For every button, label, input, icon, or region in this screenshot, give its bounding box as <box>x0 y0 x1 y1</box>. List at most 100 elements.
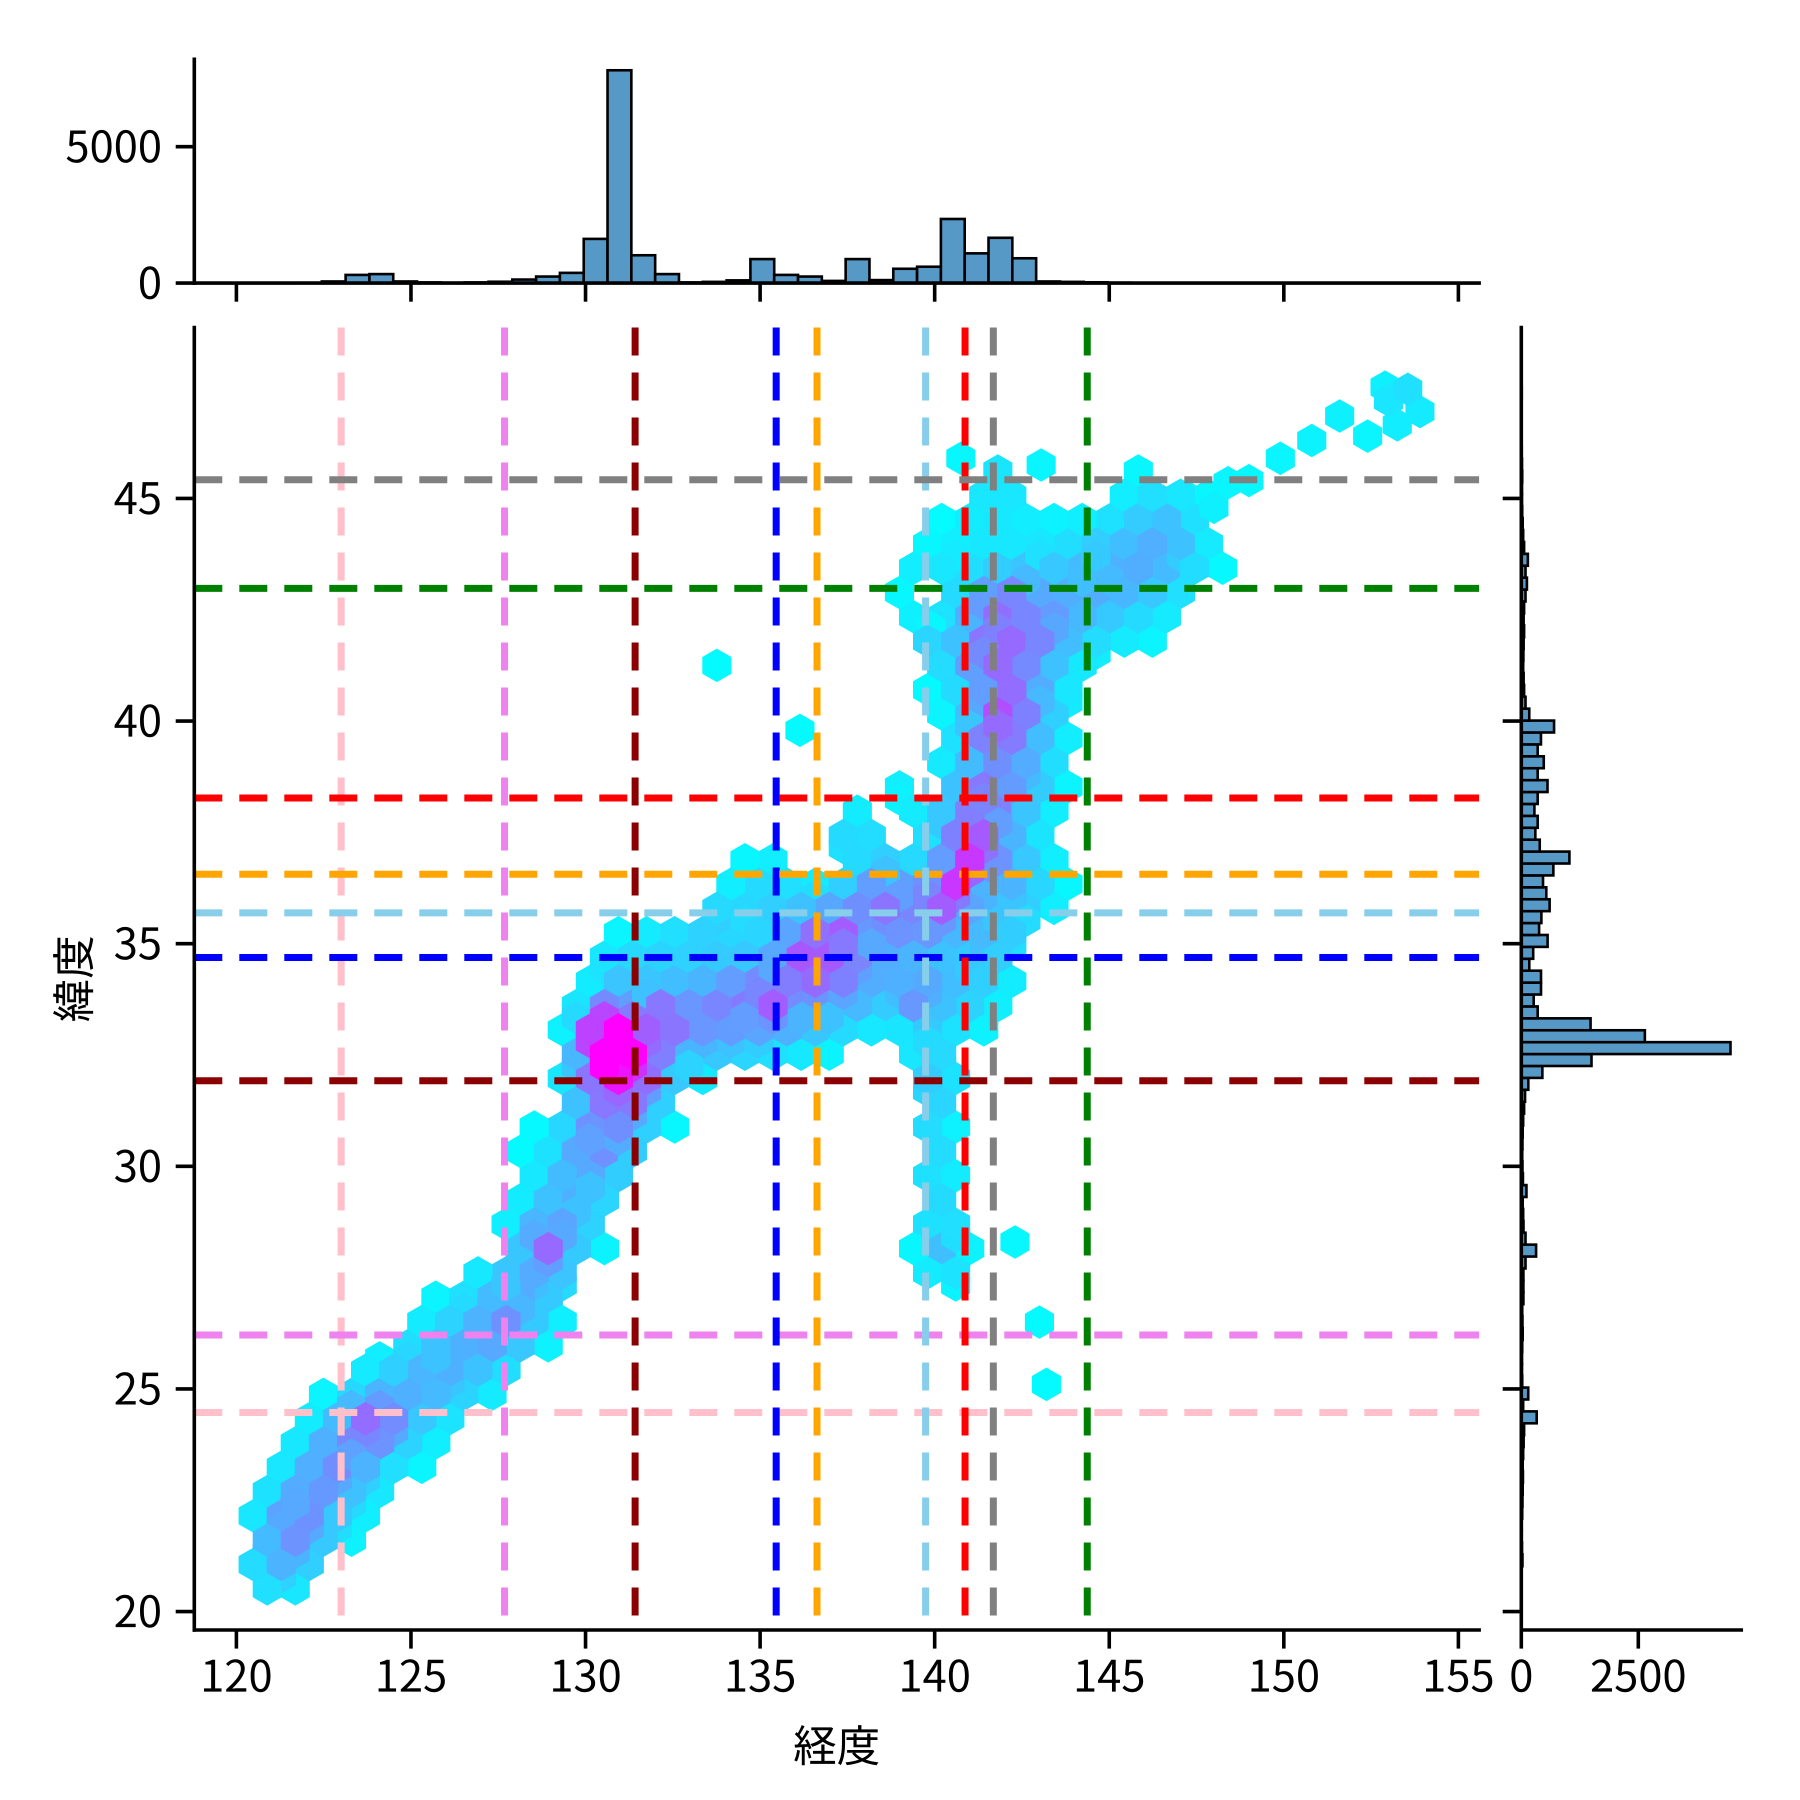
hex-marker <box>1325 399 1355 433</box>
y-tick-label-glyph <box>140 1594 160 1628</box>
right-hist-bar <box>1520 755 1546 770</box>
right-hist-bar <box>1520 1028 1647 1044</box>
x-tick-label-glyph <box>378 1659 397 1692</box>
right-hist-bar <box>1520 719 1556 734</box>
right-hist-bar <box>1520 969 1543 984</box>
right-hist-bar <box>1520 993 1536 1008</box>
y-tick-label <box>114 1149 160 1183</box>
x-tick-label-glyph <box>553 1659 571 1692</box>
right-hist-bar <box>1520 766 1539 782</box>
x-tick-label <box>204 1659 271 1693</box>
y-tick-label-glyph <box>139 927 160 960</box>
right-hist-bar <box>1520 1243 1538 1258</box>
x-tick-label <box>1076 1659 1144 1693</box>
hex-marker <box>716 964 746 999</box>
hex-marker <box>997 915 1027 950</box>
righthist-x-tick-label-glyph <box>1615 1659 1636 1693</box>
x-tick-label-glyph <box>204 1659 222 1692</box>
hex-marker <box>1382 408 1412 442</box>
x-axis-label-glyph <box>794 1725 836 1766</box>
x-tick-label-glyph <box>1122 1659 1144 1693</box>
right-hist-bar <box>1520 1064 1544 1080</box>
right-hist-bar <box>1520 1005 1539 1020</box>
top-hist-bar <box>606 68 633 285</box>
right-hist-bar <box>1520 778 1549 794</box>
top-hist-bar <box>749 257 776 285</box>
x-tick-label-glyph <box>749 1659 770 1693</box>
y-tick-label <box>114 926 160 960</box>
right-hist-bar <box>1520 802 1536 818</box>
x-tick-label-glyph <box>599 1659 620 1693</box>
right-hist-bar <box>1520 897 1551 913</box>
x-tick-label-glyph <box>574 1659 596 1693</box>
righthist-x-tick-label-glyph <box>1511 1659 1532 1693</box>
x-tick-label <box>727 1659 795 1693</box>
hex-marker <box>533 1231 563 1266</box>
x-tick-label <box>1251 1659 1318 1693</box>
x-tick-label-glyph <box>424 1659 445 1693</box>
y-tick-label-glyph <box>114 704 137 737</box>
top-hist-bar <box>987 236 1014 285</box>
hex-marker <box>946 441 976 476</box>
y-tick-label <box>114 482 160 515</box>
top-hist-bar <box>891 267 919 285</box>
hex-marker <box>1137 478 1167 513</box>
hex-marker <box>421 1341 451 1375</box>
hex-marker <box>1000 1225 1030 1259</box>
hex-marker <box>379 1353 409 1387</box>
x-axis-label <box>794 1725 879 1766</box>
y-axis-label <box>53 936 94 1022</box>
hex-marker <box>870 891 900 926</box>
y-tick-label-glyph <box>140 704 160 738</box>
reference-lines-layer <box>194 327 1480 1630</box>
right-hist-bar <box>1520 826 1537 841</box>
right-hist-bar <box>1520 790 1539 806</box>
hex-marker <box>1393 372 1423 407</box>
x-tick-label-glyph <box>226 1659 247 1692</box>
right-hist-bar <box>1520 814 1539 830</box>
hex-marker <box>1039 551 1069 585</box>
hex-marker <box>1199 490 1229 525</box>
x-tick-label-glyph <box>1471 1659 1493 1693</box>
y-tick-label-glyph <box>114 926 136 960</box>
righthist-x-tick-label <box>1511 1659 1532 1693</box>
y-tick-label-glyph <box>139 1372 160 1406</box>
hex-marker <box>997 478 1027 513</box>
hex-marker <box>702 891 732 926</box>
hex-marker <box>899 988 929 1023</box>
x-tick-label-glyph <box>948 1659 969 1693</box>
right-hist-bar <box>1520 921 1541 937</box>
tophist-y-tick-label-glyph <box>91 129 112 163</box>
right-hist-bar <box>1520 850 1571 865</box>
right-histogram-layer <box>1520 385 1732 1568</box>
top-hist-bar <box>963 252 990 285</box>
hex-marker <box>785 713 815 748</box>
y-tick-label-glyph <box>115 1372 136 1405</box>
right-hist-bar <box>1520 862 1555 877</box>
right-hist-bar <box>1520 981 1543 996</box>
x-tick-label-glyph <box>923 1659 946 1692</box>
hex-marker <box>828 928 858 962</box>
right-hist-bar <box>1520 909 1543 925</box>
tophist-y-tick-label-glyph <box>115 129 136 163</box>
x-tick-label-glyph <box>1272 1659 1294 1693</box>
tophist-y-tick-label-glyph <box>140 129 160 163</box>
hex-marker <box>280 1523 310 1557</box>
top-hist-bar <box>915 265 943 285</box>
x-tick-label <box>902 1659 969 1693</box>
y-tick-label-glyph <box>114 482 137 515</box>
x-tick-label-glyph <box>1076 1659 1095 1692</box>
x-tick-label-glyph <box>1447 1659 1469 1693</box>
x-tick-label <box>378 1659 445 1693</box>
righthist-x-tick-label-glyph <box>1664 1659 1685 1693</box>
axes-layer <box>175 57 1744 1649</box>
hex-marker <box>1011 599 1041 634</box>
x-tick-label-glyph <box>902 1659 920 1692</box>
y-tick-label-glyph <box>139 482 160 515</box>
tophist-y-tick-label-glyph <box>66 130 88 163</box>
tophist-y-tick-label <box>140 266 160 300</box>
righthist-x-tick-label <box>1591 1659 1685 1693</box>
top-hist-bar <box>582 237 609 285</box>
